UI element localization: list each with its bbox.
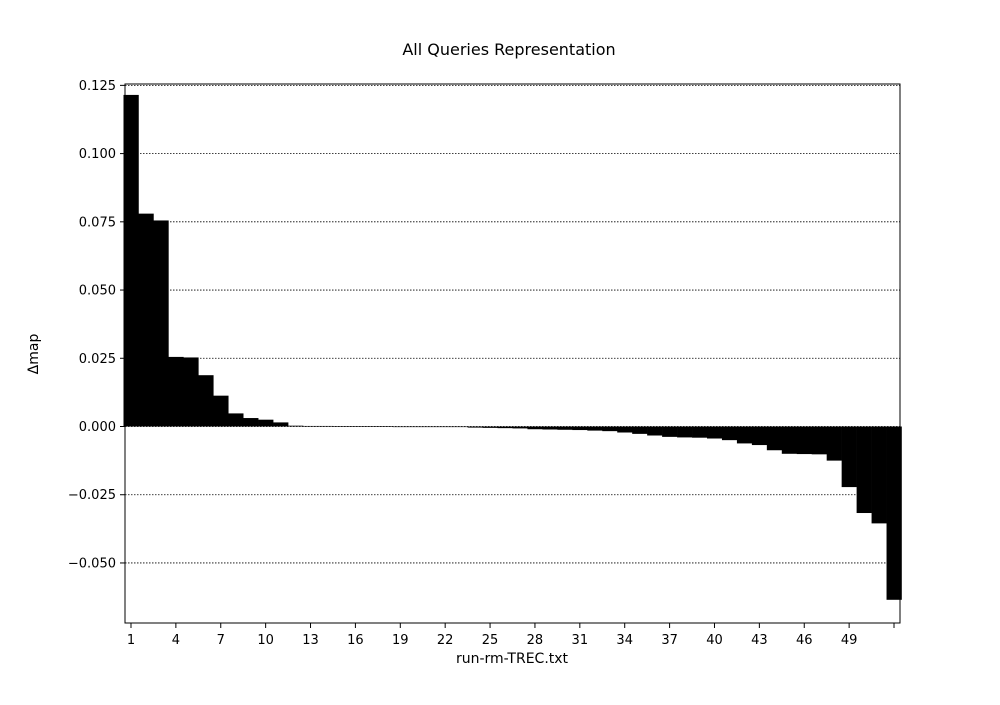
y-tick-label: 0.050 [79, 284, 116, 299]
y-tick-label: 0.000 [79, 420, 116, 435]
y-tick-label: −0.050 [68, 556, 116, 571]
x-tick-label: 40 [706, 633, 723, 648]
x-tick-label: 43 [751, 633, 768, 648]
bar [572, 426, 588, 431]
y-tick-label: 0.100 [79, 147, 116, 162]
bar [751, 426, 768, 446]
bar [123, 94, 139, 427]
bar [871, 426, 887, 524]
x-tick-label: 46 [796, 633, 813, 648]
bar [258, 419, 274, 427]
gridlines [125, 84, 900, 564]
bar [856, 426, 872, 514]
bar [677, 426, 693, 438]
x-tick-label: 4 [172, 633, 180, 648]
bar [557, 426, 573, 430]
x-tick-label: 49 [841, 633, 858, 648]
bar [497, 426, 513, 429]
bar [841, 426, 857, 488]
bar [437, 426, 453, 428]
bar [781, 426, 798, 454]
bar [512, 426, 528, 429]
chart-title: All Queries Representation [402, 40, 615, 59]
bar [721, 426, 738, 441]
x-tick-label: 31 [572, 633, 589, 648]
bar [826, 426, 842, 461]
bar [706, 426, 723, 439]
bar [617, 426, 633, 433]
bar [243, 418, 259, 427]
axes: −0.050 −0.025 0.000 0.025 0.050 0.075 0.100 0.1… [68, 79, 895, 648]
plot-frame [124, 83, 901, 624]
bar [362, 426, 379, 427]
x-tick-label: 10 [257, 633, 274, 648]
bar [886, 426, 902, 600]
x-tick-label: 28 [527, 633, 544, 648]
y-axis-label: Δmap [26, 334, 42, 375]
bars [123, 94, 902, 600]
bar [318, 425, 334, 427]
bar [228, 413, 244, 427]
bar [662, 426, 678, 437]
x-tick-label: 25 [482, 633, 499, 648]
bar [647, 426, 663, 436]
bar [332, 426, 349, 427]
bar [452, 426, 468, 428]
bar [422, 426, 438, 428]
bar [392, 426, 409, 428]
y-tick-label: 0.025 [79, 352, 116, 367]
x-tick-label: 1 [127, 633, 135, 648]
bar [766, 426, 783, 451]
bar [168, 356, 184, 427]
bar [632, 426, 648, 434]
bar [377, 426, 394, 427]
bar [347, 426, 364, 427]
x-tick-label: 19 [392, 633, 409, 648]
y-tick-label: −0.025 [68, 488, 116, 503]
bar [482, 426, 498, 428]
bar [407, 426, 424, 428]
x-axis-label: run-rm-TREC.txt [456, 651, 569, 667]
bar [587, 426, 603, 431]
bar [198, 375, 214, 427]
bar [213, 395, 229, 427]
y-tick-label: 0.125 [79, 79, 116, 94]
x-tick-label: 7 [217, 633, 225, 648]
y-tick-label: 0.075 [79, 215, 116, 230]
bar [542, 426, 558, 430]
bar [303, 425, 319, 427]
x-tick-label: 37 [661, 633, 678, 648]
bar [288, 425, 304, 427]
bar [153, 220, 169, 427]
bar [736, 426, 753, 444]
x-tick-label: 22 [437, 633, 454, 648]
bar [527, 426, 543, 430]
bar [183, 357, 199, 427]
bar [811, 426, 827, 455]
bar [602, 426, 618, 432]
bar [273, 422, 289, 427]
bar [138, 213, 154, 427]
bar [796, 426, 813, 455]
x-tick-label: 13 [302, 633, 319, 648]
x-tick-label: 34 [616, 633, 633, 648]
bar [467, 426, 483, 428]
x-tick-label: 16 [347, 633, 364, 648]
bar [692, 426, 708, 438]
